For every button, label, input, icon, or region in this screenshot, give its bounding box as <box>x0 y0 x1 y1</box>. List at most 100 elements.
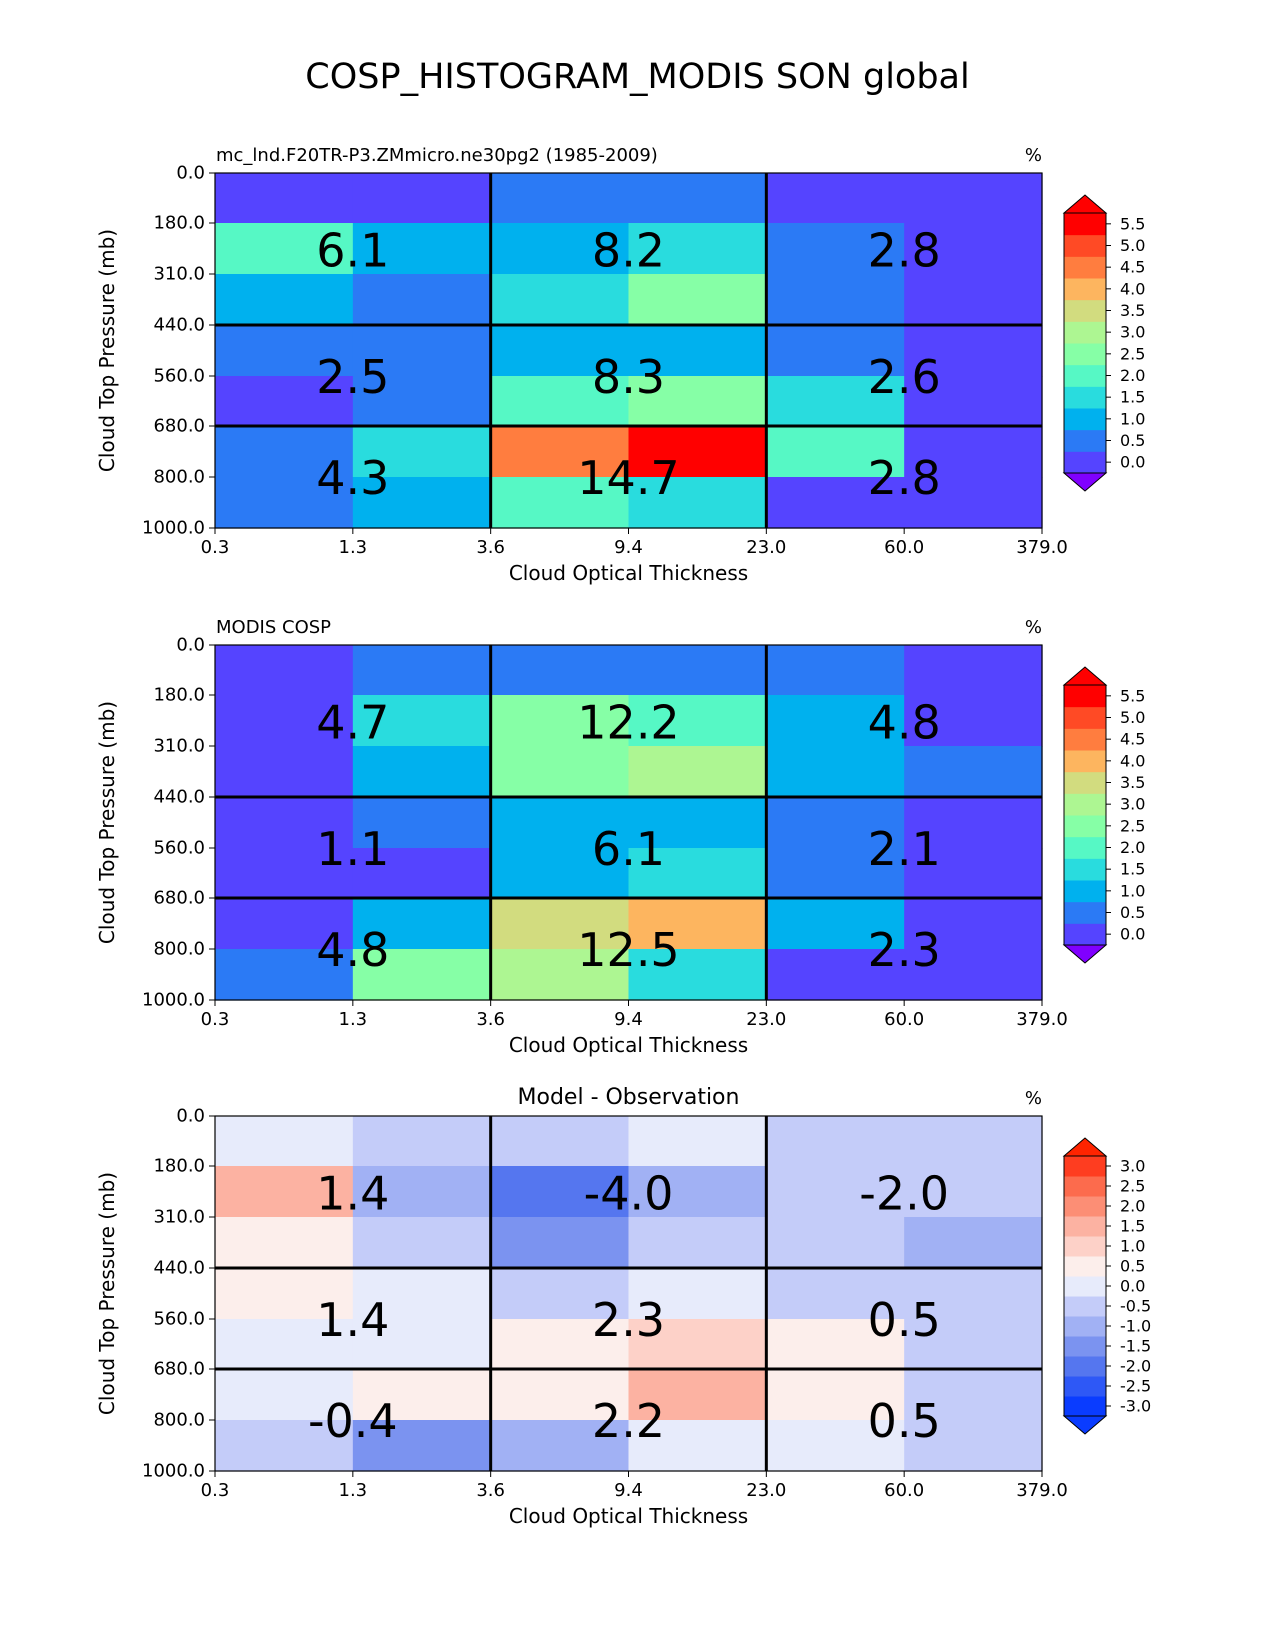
heatmap-cell <box>904 1420 1043 1472</box>
x-tick-label: 0.3 <box>201 1480 230 1501</box>
colorbar-band <box>1064 278 1106 301</box>
x-tick-label: 1.3 <box>339 537 368 558</box>
heatmap-cell <box>352 797 492 849</box>
colorbar-tick-label: 0.5 <box>1120 903 1145 922</box>
y-axis-label: Cloud Top Pressure (mb) <box>95 701 119 944</box>
heatmap-cell <box>766 426 905 478</box>
heatmap-cell <box>215 173 354 224</box>
heatmap-cell <box>490 1268 630 1320</box>
heatmap-cell <box>215 376 354 427</box>
colorbar-band <box>1064 1316 1106 1337</box>
heatmap-cell <box>766 1369 905 1421</box>
group-value-label: 2.8 <box>868 451 941 505</box>
y-tick-label: 1000.0 <box>142 990 205 1011</box>
group-value-label: 2.6 <box>868 350 941 404</box>
x-axis-label: Cloud Optical Thickness <box>509 1033 748 1057</box>
heatmap-cell <box>215 695 354 747</box>
colorbar-tick-label: 0.5 <box>1120 1257 1145 1276</box>
colorbar-tick-label: -2.5 <box>1120 1377 1151 1396</box>
colorbar-under-extension <box>1062 944 1108 964</box>
heatmap-cell <box>628 274 767 326</box>
heatmap-cell <box>904 898 1043 950</box>
heatmap-cell <box>215 426 354 478</box>
colorbar-tick-label: 0.0 <box>1120 925 1145 944</box>
group-value-label: 6.1 <box>592 822 665 876</box>
colorbar-band <box>1064 685 1106 708</box>
colorbar-band <box>1064 750 1106 773</box>
colorbar-tick-label: 2.5 <box>1120 344 1145 363</box>
figure-title: COSP_HISTOGRAM_MODIS SON global <box>305 57 970 97</box>
heatmap-cell <box>628 1217 767 1269</box>
y-tick-label: 310.0 <box>153 264 205 285</box>
colorbar-band <box>1064 1356 1106 1377</box>
heatmap-cell <box>766 274 905 326</box>
heatmap-cell <box>628 746 767 798</box>
heatmap-cell <box>628 645 767 696</box>
colorbar-tick-label: 3.0 <box>1120 323 1145 342</box>
heatmap-cell <box>490 797 630 849</box>
heatmap-cell <box>352 949 492 1001</box>
colorbar-band <box>1064 1236 1106 1257</box>
group-value-label: 1.4 <box>316 1167 389 1221</box>
y-tick-label: 0.0 <box>176 1106 205 1127</box>
heatmap-cell <box>215 1116 354 1167</box>
heatmap-cell <box>352 746 492 798</box>
colorbar-band <box>1064 343 1106 366</box>
colorbar-tick-label: 5.0 <box>1120 708 1145 727</box>
colorbar-tick-label: 1.5 <box>1120 860 1145 879</box>
group-value-label: 14.7 <box>577 451 679 505</box>
colorbar-band <box>1064 1296 1106 1317</box>
colorbar-tick-label: -1.5 <box>1120 1337 1151 1356</box>
heatmap-cell <box>904 949 1043 1001</box>
colorbar-frame <box>1063 212 1107 474</box>
group-value-label: 4.3 <box>316 451 389 505</box>
x-tick-label: 379.0 <box>1016 1480 1068 1501</box>
heatmap-cell <box>904 274 1043 326</box>
colorbar-band <box>1064 234 1106 257</box>
heatmap-cell <box>766 645 905 696</box>
heatmap-cell <box>352 325 492 377</box>
colorbar-band <box>1064 901 1106 924</box>
group-value-label: -2.0 <box>859 1167 949 1221</box>
heatmap-cell <box>628 695 767 747</box>
colorbar-band <box>1064 386 1106 409</box>
y-tick-label: 310.0 <box>153 1207 205 1228</box>
colorbar-tick-label: 5.5 <box>1120 686 1145 705</box>
heatmap-cell <box>352 1116 492 1167</box>
colorbar: 0.0 0.5 1.0 1.5 2.0 2.5 3.0 3.5 4.0 4.5 5.0 5.5 <box>1062 194 1145 492</box>
heatmap-cell <box>490 848 630 899</box>
colorbar-band <box>1064 321 1106 344</box>
heatmap-panel-1: 6.1 8.2 2.8 2.5 8.3 2.6 4.3 14.7 2.8 0.3 1.3 3.6 9.4… <box>95 145 1145 585</box>
heatmap-cell <box>766 848 905 899</box>
panel-units: % <box>1025 617 1042 638</box>
colorbar-tick-label: 2.0 <box>1120 838 1145 857</box>
heatmap-cell <box>490 746 630 798</box>
group-value-label: 0.5 <box>868 1394 941 1448</box>
heatmap-cell <box>352 645 492 696</box>
colorbar: 0.0 0.5 1.0 1.5 2.0 2.5 3.0 3.5 4.0 4.5 5.0 5.5 <box>1062 666 1145 964</box>
heatmap-cell <box>490 477 630 529</box>
heatmap-cell <box>766 376 905 427</box>
y-tick-label: 440.0 <box>153 787 205 808</box>
heatmap-cell <box>904 848 1043 899</box>
heatmap-cell <box>352 1319 492 1370</box>
heatmap-cell <box>766 1268 905 1320</box>
x-tick-label: 379.0 <box>1016 1009 1068 1030</box>
colorbar-tick-label: 4.5 <box>1120 730 1145 749</box>
x-tick-label: 60.0 <box>884 1480 924 1501</box>
heatmap-cell <box>766 898 905 950</box>
heatmap-cell <box>490 695 630 747</box>
heatmap-cell <box>215 1217 354 1269</box>
heatmap-cell <box>766 695 905 747</box>
colorbar-tick-label: 1.0 <box>1120 881 1145 900</box>
heatmap-cell <box>352 426 492 478</box>
heatmap-cell <box>904 223 1043 275</box>
colorbar-tick-label: -1.0 <box>1120 1317 1151 1336</box>
y-tick-label: 680.0 <box>153 888 205 909</box>
x-tick-label: 0.3 <box>201 1009 230 1030</box>
x-tick-label: 9.4 <box>614 537 643 558</box>
heatmap-cell <box>215 645 354 696</box>
y-tick-label: 440.0 <box>153 315 205 336</box>
colorbar-tick-label: 1.5 <box>1120 388 1145 407</box>
heatmap-cell <box>904 1369 1043 1421</box>
